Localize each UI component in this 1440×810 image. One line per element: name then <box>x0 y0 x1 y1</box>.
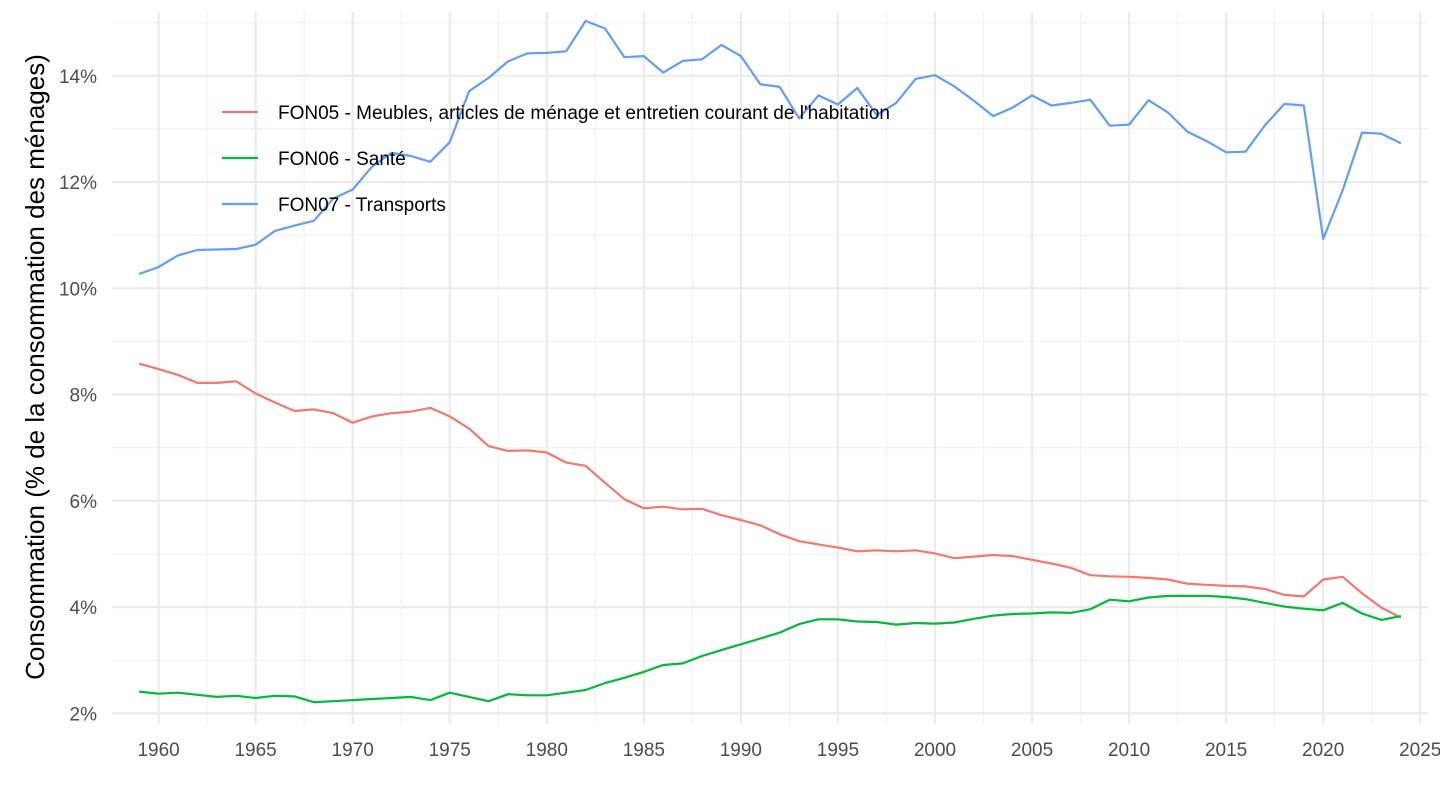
x-tick-label: 1985 <box>623 740 665 761</box>
x-tick-label: 1990 <box>720 740 762 761</box>
legend-label: FON06 - Santé <box>278 149 406 170</box>
x-tick-label: 2025 <box>1399 740 1440 761</box>
x-tick-label: 1995 <box>817 740 859 761</box>
y-axis-ticks: 2% 4% 6% 8% 10% 12% 14% <box>59 67 97 726</box>
y-tick-label: 8% <box>70 386 98 407</box>
y-tick-label: 2% <box>70 704 98 725</box>
x-axis-ticks: 1960 1965 1970 1975 1980 1985 1990 1995 2000 2005… <box>137 740 1440 761</box>
x-tick-label: 1970 <box>332 740 374 761</box>
series-line-2 <box>139 594 1402 704</box>
x-tick-label: 2000 <box>914 740 956 761</box>
legend-label: FON05 - Meubles, articles de ménage et e… <box>278 103 890 124</box>
x-tick-label: 2020 <box>1302 740 1344 761</box>
x-tick-label: 1965 <box>234 740 276 761</box>
x-tick-label: 2010 <box>1108 740 1150 761</box>
y-tick-label: 12% <box>59 173 97 194</box>
y-axis-title: Consommation (% de la consommation des m… <box>20 54 50 680</box>
x-tick-label: 2015 <box>1205 740 1247 761</box>
major-gridlines <box>112 12 1428 724</box>
x-tick-label: 1975 <box>429 740 471 761</box>
series-line-1 <box>138 362 1402 619</box>
y-tick-label: 10% <box>59 279 97 300</box>
series-lines <box>138 19 1402 704</box>
y-tick-label: 4% <box>70 598 98 619</box>
y-tick-label: 6% <box>70 492 98 513</box>
y-tick-label: 14% <box>59 67 97 88</box>
legend-label: FON07 - Transports <box>278 195 446 216</box>
minor-gridlines <box>112 12 1428 724</box>
x-tick-label: 1960 <box>137 740 179 761</box>
series-line-3 <box>138 19 1402 276</box>
x-tick-label: 2005 <box>1011 740 1053 761</box>
x-tick-label: 1980 <box>526 740 568 761</box>
legend: FON05 - Meubles, articles de ménage et e… <box>222 103 890 216</box>
